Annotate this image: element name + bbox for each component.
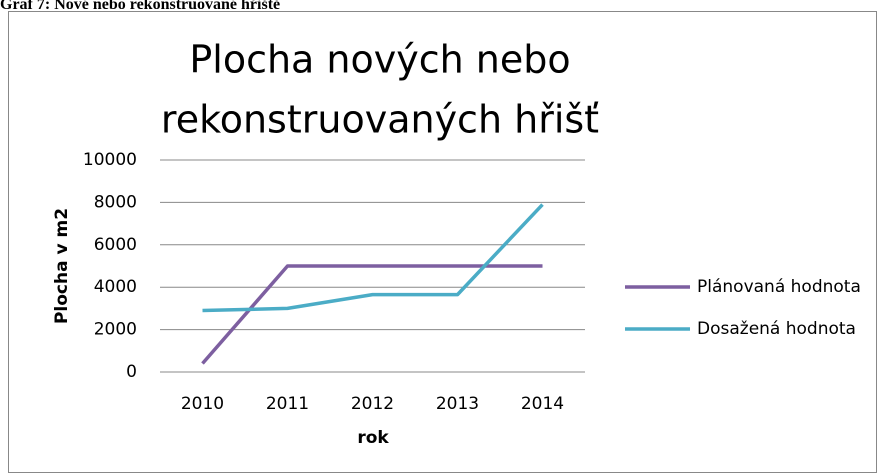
y-tick-label: 10000 (83, 150, 137, 170)
legend-label: Dosažená hodnota (697, 319, 856, 339)
x-tick-label: 2010 (181, 394, 224, 414)
y-axis-label: Plocha v m2 (52, 208, 72, 324)
x-tick-label: 2011 (266, 394, 309, 414)
legend-label: Plánovaná hodnota (697, 277, 861, 297)
y-tick-label: 8000 (94, 192, 137, 212)
series-line (202, 203, 544, 313)
chart-border (8, 11, 877, 473)
chart-title: Plocha nových nebo (189, 38, 570, 82)
x-tick-label: 2014 (521, 394, 564, 414)
chart-title: rekonstruovaných hřišť (161, 98, 599, 142)
y-tick-label: 0 (126, 362, 137, 382)
y-tick-label: 4000 (94, 277, 137, 297)
y-tick-label: 6000 (94, 235, 137, 255)
y-tick-label: 2000 (94, 320, 137, 340)
x-tick-label: 2012 (351, 394, 394, 414)
x-tick-label: 2013 (436, 394, 479, 414)
caption: Graf 7: Nové nebo rekonstruované hřiště (0, 0, 280, 13)
x-axis-label: rok (357, 428, 389, 448)
